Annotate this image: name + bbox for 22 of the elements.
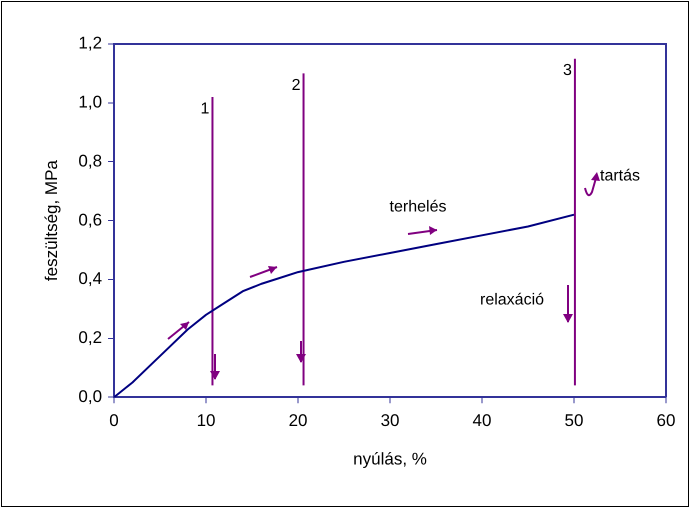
x-tick-label: 50	[564, 411, 584, 430]
annotation: terhelés	[390, 198, 446, 216]
annotation: relaxáció	[480, 291, 544, 308]
x-tick-label: 0	[109, 411, 119, 430]
x-tick-label: 30	[380, 411, 400, 430]
series-label: 2	[292, 76, 301, 94]
y-tick-label: 0,8	[78, 151, 102, 170]
y-tick-label: 0,4	[78, 269, 102, 288]
y-tick-label: 0,6	[78, 210, 102, 230]
series-label: 1	[200, 100, 210, 118]
x-axis-title: nyúlás, %	[353, 449, 427, 468]
y-tick-label: 1,0	[78, 92, 102, 112]
annotation: tartás	[600, 167, 640, 184]
y-tick-label: 1,2	[78, 34, 102, 53]
x-tick-label: 40	[472, 411, 492, 430]
y-axis-title: feszültség, MPa	[42, 160, 61, 282]
x-tick-label: 20	[288, 411, 308, 430]
x-tick-label: 10	[196, 411, 216, 430]
y-tick-label: 0,0	[78, 386, 102, 406]
series-label: 3	[563, 62, 572, 80]
y-tick-label: 0,2	[78, 328, 102, 348]
x-tick-label: 60	[656, 411, 676, 430]
